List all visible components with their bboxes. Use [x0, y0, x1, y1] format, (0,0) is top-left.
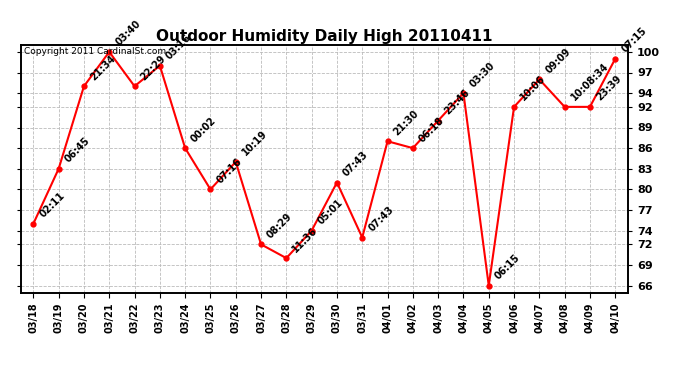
Text: 05:01: 05:01: [316, 198, 345, 226]
Text: 08:29: 08:29: [265, 211, 295, 240]
Text: 07:16: 07:16: [215, 156, 244, 185]
Text: 10:19: 10:19: [240, 129, 269, 158]
Text: 03:30: 03:30: [468, 60, 497, 89]
Text: 23:39: 23:39: [594, 74, 623, 103]
Text: 07:43: 07:43: [341, 149, 370, 178]
Text: 06:18: 06:18: [417, 115, 446, 144]
Text: 03:40: 03:40: [113, 19, 142, 48]
Text: 07:15: 07:15: [620, 26, 649, 55]
Text: 09:09: 09:09: [544, 46, 573, 75]
Text: 06:15: 06:15: [493, 252, 522, 282]
Text: 02:11: 02:11: [37, 190, 66, 220]
Text: 03:16: 03:16: [164, 33, 193, 62]
Text: Copyright 2011 CardinalSt.com: Copyright 2011 CardinalSt.com: [23, 48, 166, 57]
Text: 21:34: 21:34: [88, 53, 117, 82]
Text: 07:43: 07:43: [366, 204, 395, 233]
Text: 11:36: 11:36: [290, 225, 319, 254]
Text: 00:02: 00:02: [189, 115, 218, 144]
Text: 21:30: 21:30: [392, 108, 421, 137]
Text: 06:45: 06:45: [63, 136, 92, 165]
Text: 23:46: 23:46: [442, 87, 471, 117]
Title: Outdoor Humidity Daily High 20110411: Outdoor Humidity Daily High 20110411: [156, 29, 493, 44]
Text: 22:29: 22:29: [139, 53, 168, 82]
Text: 10:08:34: 10:08:34: [569, 61, 610, 103]
Text: 10:06: 10:06: [518, 74, 547, 103]
